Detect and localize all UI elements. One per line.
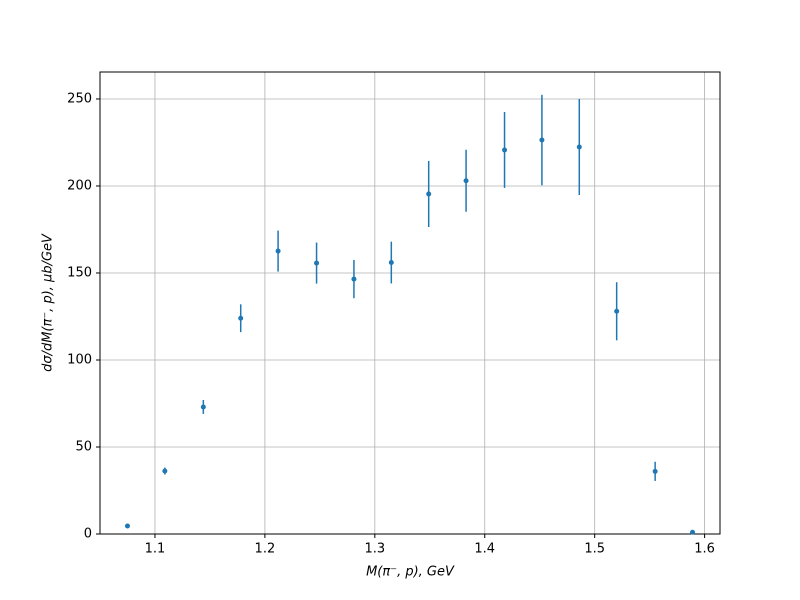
point <box>388 260 394 266</box>
point <box>162 468 168 474</box>
point <box>539 137 545 143</box>
x-tick-label: 1.3 <box>364 542 385 557</box>
point <box>690 529 696 535</box>
point <box>652 468 658 474</box>
y-tick-label: 50 <box>75 439 92 454</box>
y-tick-label: 150 <box>67 265 92 280</box>
point <box>576 144 582 150</box>
x-axis-title: M(π⁻, p), GeV <box>366 565 455 580</box>
x-tick-label: 1.2 <box>255 542 276 557</box>
y-tick-label: 0 <box>84 527 92 542</box>
x-tick-label: 1.4 <box>474 542 495 557</box>
point <box>614 308 620 314</box>
x-tick-label: 1.6 <box>694 542 715 557</box>
point <box>200 404 206 410</box>
point <box>275 248 281 254</box>
y-tick-label: 100 <box>67 352 92 367</box>
y-tick-label: 200 <box>67 178 92 193</box>
point <box>463 178 469 184</box>
point <box>314 260 320 266</box>
y-axis-title: dσ/dM(π⁻, p), μb/GeV <box>41 233 56 372</box>
y-tick-label: 250 <box>67 91 92 106</box>
point <box>502 147 508 153</box>
point <box>426 191 432 197</box>
x-tick-label: 1.1 <box>145 542 166 557</box>
x-tick-label: 1.5 <box>584 542 605 557</box>
point <box>124 523 130 529</box>
point <box>238 315 244 321</box>
plot-frame <box>99 71 721 535</box>
point <box>351 276 357 282</box>
